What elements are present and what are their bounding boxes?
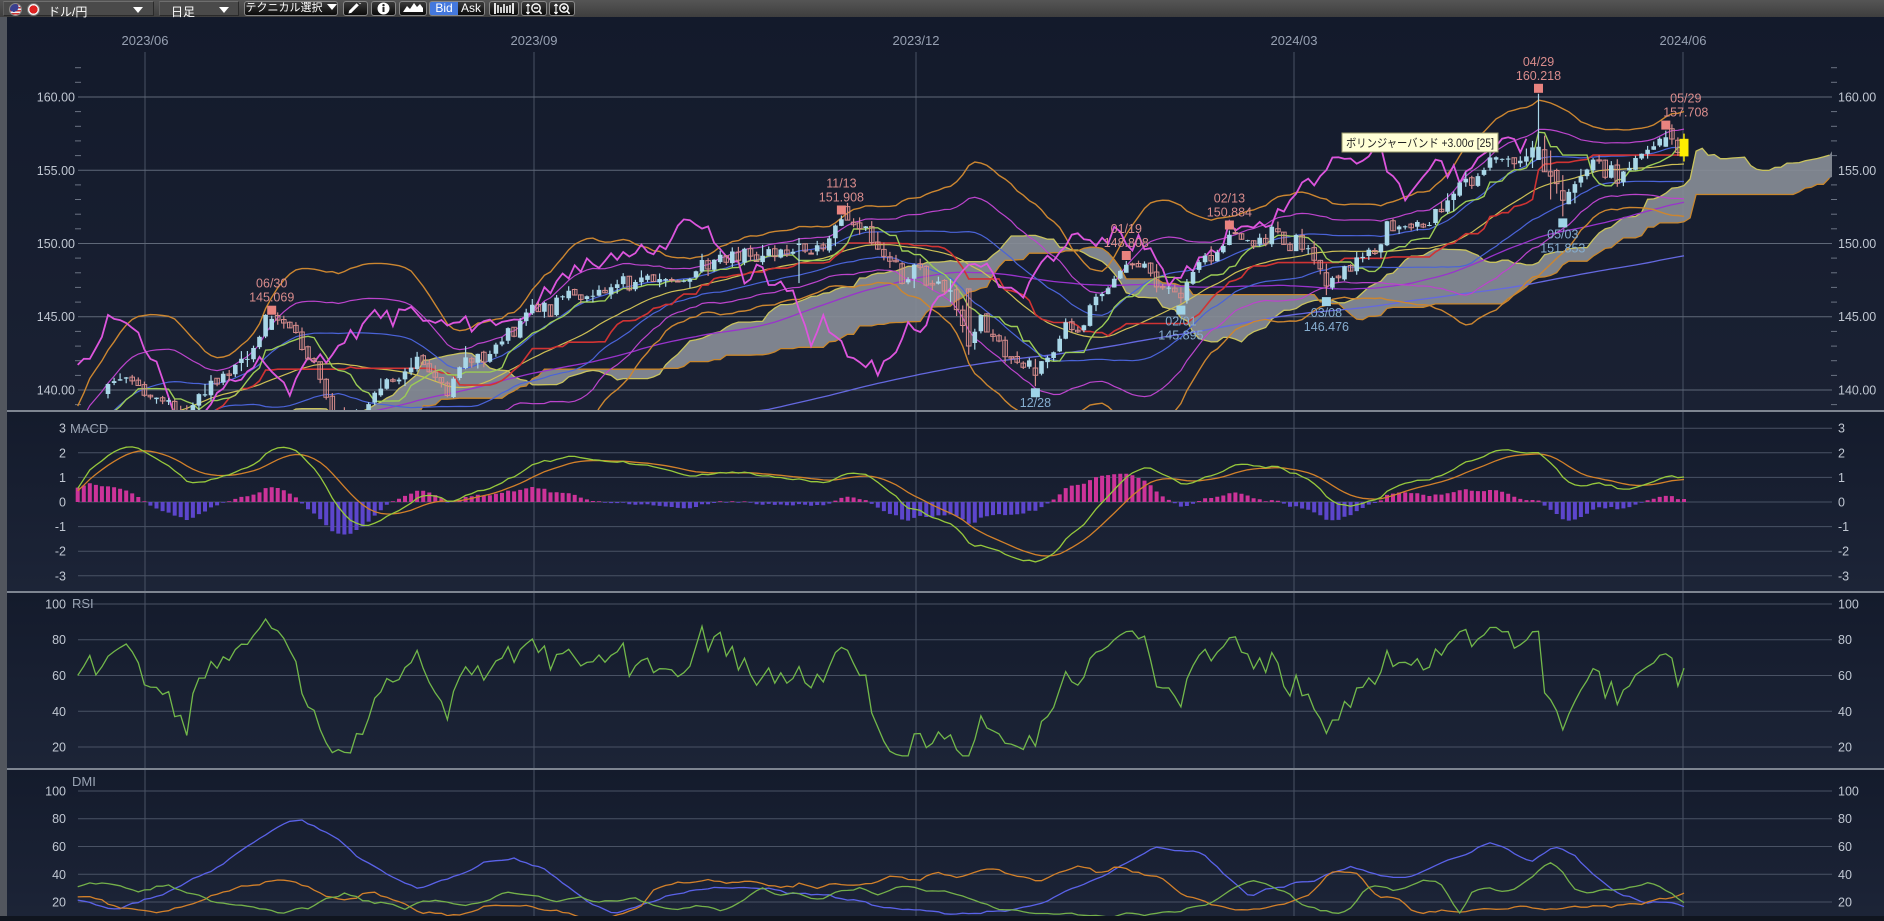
svg-text:145.00: 145.00 <box>1838 310 1876 324</box>
svg-text:60: 60 <box>1838 840 1852 854</box>
svg-text:100: 100 <box>1838 785 1859 799</box>
svg-text:1: 1 <box>59 471 66 485</box>
svg-text:151.853: 151.853 <box>1540 241 1585 255</box>
svg-text:40: 40 <box>52 868 66 882</box>
svg-text:60: 60 <box>52 669 66 683</box>
svg-text:01/19: 01/19 <box>1111 222 1142 236</box>
svg-text:20: 20 <box>1838 896 1852 910</box>
svg-text:MACD: MACD <box>70 421 108 436</box>
svg-text:3: 3 <box>1838 422 1845 436</box>
svg-text:2023/06: 2023/06 <box>122 33 169 48</box>
svg-text:ボリンジャーバンド +3.00σ [25]: ボリンジャーバンド +3.00σ [25] <box>1346 137 1494 150</box>
svg-text:3: 3 <box>59 422 66 436</box>
svg-text:80: 80 <box>1838 633 1852 647</box>
svg-text:20: 20 <box>52 741 66 755</box>
svg-text:2023/09: 2023/09 <box>511 33 558 48</box>
svg-text:160.00: 160.00 <box>37 91 75 105</box>
svg-text:0: 0 <box>1838 496 1845 510</box>
svg-text:11/13: 11/13 <box>826 177 856 191</box>
svg-text:2: 2 <box>1838 446 1845 460</box>
svg-text:04/29: 04/29 <box>1523 55 1554 69</box>
svg-text:150.00: 150.00 <box>37 237 75 251</box>
svg-text:140.00: 140.00 <box>37 384 75 398</box>
svg-text:05/29: 05/29 <box>1670 92 1701 106</box>
svg-text:-3: -3 <box>55 569 66 583</box>
svg-text:155.00: 155.00 <box>1838 164 1876 178</box>
svg-text:157.708: 157.708 <box>1663 106 1708 120</box>
svg-text:146.476: 146.476 <box>1304 320 1349 334</box>
svg-text:145.00: 145.00 <box>37 310 75 324</box>
svg-text:1: 1 <box>1838 471 1845 485</box>
svg-text:-1: -1 <box>55 520 66 534</box>
svg-text:-1: -1 <box>1838 520 1849 534</box>
svg-text:2: 2 <box>59 446 66 460</box>
svg-text:80: 80 <box>1838 812 1852 826</box>
svg-text:05/03: 05/03 <box>1547 227 1578 241</box>
svg-text:-2: -2 <box>1838 545 1849 559</box>
svg-text:151.908: 151.908 <box>819 191 864 205</box>
svg-text:160.00: 160.00 <box>1838 91 1876 105</box>
svg-text:150.884: 150.884 <box>1207 206 1252 220</box>
svg-text:20: 20 <box>52 896 66 910</box>
svg-text:12/28: 12/28 <box>1020 396 1051 410</box>
svg-text:0: 0 <box>59 496 66 510</box>
svg-text:40: 40 <box>52 705 66 719</box>
svg-text:-2: -2 <box>55 545 66 559</box>
svg-text:RSI: RSI <box>72 596 94 611</box>
svg-text:140.00: 140.00 <box>1838 384 1876 398</box>
svg-text:80: 80 <box>52 633 66 647</box>
svg-text:2024/03: 2024/03 <box>1271 33 1318 48</box>
svg-text:02/01: 02/01 <box>1165 315 1196 329</box>
svg-text:100: 100 <box>1838 598 1859 612</box>
svg-text:02/13: 02/13 <box>1214 192 1245 206</box>
svg-text:-3: -3 <box>1838 569 1849 583</box>
svg-text:100: 100 <box>45 785 66 799</box>
svg-text:40: 40 <box>1838 705 1852 719</box>
svg-text:145.895: 145.895 <box>1158 329 1203 343</box>
svg-text:2023/12: 2023/12 <box>893 33 940 48</box>
svg-text:155.00: 155.00 <box>37 164 75 178</box>
svg-text:40: 40 <box>1838 868 1852 882</box>
svg-text:150.00: 150.00 <box>1838 237 1876 251</box>
svg-text:145.069: 145.069 <box>249 291 294 305</box>
svg-text:148.808: 148.808 <box>1104 236 1149 250</box>
svg-text:DMI: DMI <box>72 774 96 789</box>
svg-text:03/08: 03/08 <box>1311 306 1342 320</box>
svg-text:80: 80 <box>52 812 66 826</box>
svg-text:100: 100 <box>45 598 66 612</box>
svg-text:160.218: 160.218 <box>1516 69 1561 83</box>
svg-text:2024/06: 2024/06 <box>1660 33 1707 48</box>
svg-text:60: 60 <box>1838 669 1852 683</box>
svg-text:60: 60 <box>52 840 66 854</box>
svg-text:06/30: 06/30 <box>256 277 287 291</box>
svg-text:20: 20 <box>1838 741 1852 755</box>
